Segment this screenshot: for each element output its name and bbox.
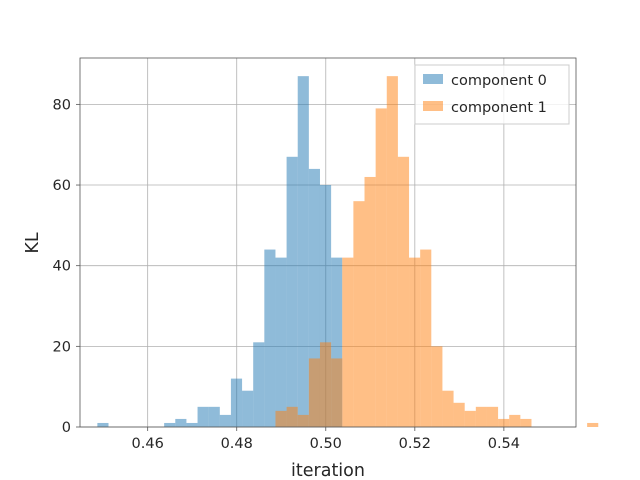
bar-component-1 xyxy=(475,406,487,427)
bar-component-0 xyxy=(186,422,198,427)
bar-component-1 xyxy=(319,342,332,427)
bar-component-0 xyxy=(319,185,332,427)
bar-component-1 xyxy=(486,406,499,427)
bar-component-0 xyxy=(264,249,276,427)
plot-frame xyxy=(79,57,577,428)
x-tick-label: 0.46 xyxy=(132,436,164,452)
y-axis-label: KL xyxy=(23,232,43,253)
y-tick-label: 20 xyxy=(53,339,71,355)
bar-component-1 xyxy=(331,358,343,427)
y-axis-ticks: 0 20 40 60 80 xyxy=(53,97,80,436)
legend-swatch-component-1 xyxy=(423,101,443,111)
y-tick-label: 60 xyxy=(53,178,71,194)
bar-component-1 xyxy=(409,257,421,427)
bar-component-1 xyxy=(297,414,309,427)
bar-component-0 xyxy=(286,156,298,427)
legend-label-component-1: component 1 xyxy=(451,100,547,116)
bar-component-0 xyxy=(308,168,320,427)
bar-component-1 xyxy=(464,410,476,427)
bar-component-0 xyxy=(164,422,176,427)
bar-component-0 xyxy=(230,378,243,427)
series-component-0-bars xyxy=(97,76,343,428)
y-tick-label: 0 xyxy=(62,420,71,436)
bar-component-0 xyxy=(97,422,109,427)
bar-component-1 xyxy=(453,402,465,427)
bar-component-1 xyxy=(386,76,398,428)
bar-component-1 xyxy=(308,358,320,427)
bar-component-0 xyxy=(297,76,309,428)
bar-component-0 xyxy=(197,406,209,427)
legend-label-component-0: component 0 xyxy=(451,73,547,89)
bar-component-1 xyxy=(509,414,521,427)
bar-component-1 xyxy=(431,346,443,427)
y-tick-label: 80 xyxy=(53,97,71,113)
bar-component-0 xyxy=(331,257,343,427)
bar-component-1 xyxy=(498,418,510,427)
bar-component-1 xyxy=(442,390,454,427)
bar-component-1 xyxy=(286,406,298,427)
bar-component-0 xyxy=(208,406,220,427)
bar-component-0 xyxy=(275,257,287,427)
bar-component-1 xyxy=(353,201,365,427)
x-axis-ticks: 0.46 0.48 0.50 0.52 0.54 xyxy=(132,427,520,452)
y-tick-label: 40 xyxy=(53,259,71,275)
bar-component-0 xyxy=(242,390,254,427)
x-tick-label: 0.54 xyxy=(488,436,520,452)
bar-component-1 xyxy=(420,249,432,427)
bar-component-1 xyxy=(397,156,410,427)
bar-component-1 xyxy=(342,257,354,427)
bar-component-1 xyxy=(275,410,287,427)
series-component-1-bars xyxy=(275,76,599,428)
bar-component-0 xyxy=(253,342,265,427)
bar-component-0 xyxy=(175,418,187,427)
x-tick-label: 0.48 xyxy=(221,436,253,452)
x-tick-label: 0.52 xyxy=(399,436,431,452)
bar-component-1 xyxy=(587,422,599,427)
x-axis-label: iteration xyxy=(291,461,365,480)
legend: component 0 component 1 xyxy=(414,64,570,125)
bar-component-1 xyxy=(520,418,532,427)
legend-swatch-component-0 xyxy=(423,74,443,84)
bar-component-1 xyxy=(375,108,387,427)
bar-component-1 xyxy=(364,176,376,427)
bar-component-0 xyxy=(219,414,231,427)
x-tick-label: 0.50 xyxy=(310,436,342,452)
